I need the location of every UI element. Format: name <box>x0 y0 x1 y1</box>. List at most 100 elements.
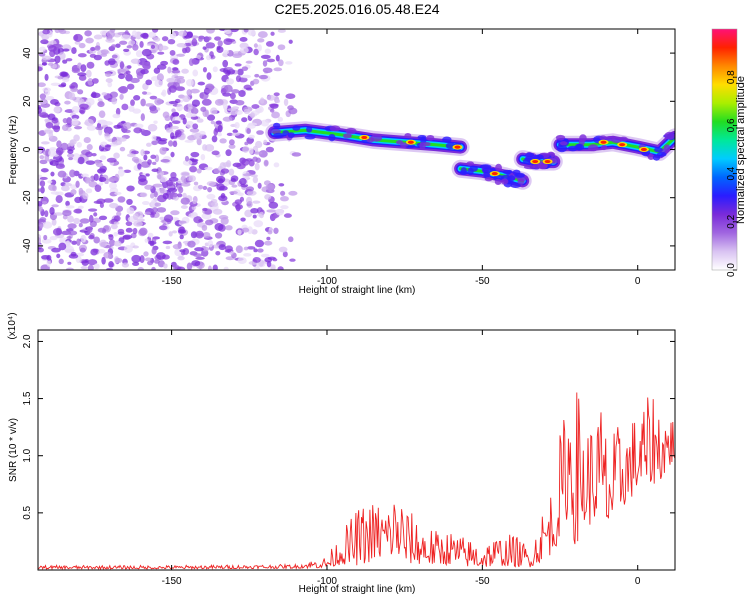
noise-cell <box>252 200 261 204</box>
noise-cell <box>83 136 91 144</box>
noise-cell <box>86 69 92 78</box>
noise-cell <box>80 235 86 242</box>
noise-cell <box>124 30 129 36</box>
noise-cell <box>156 64 167 70</box>
noise-cell <box>254 73 260 78</box>
noise-cell <box>153 120 158 124</box>
ridge-blob <box>525 152 535 158</box>
noise-cell <box>66 117 73 125</box>
noise-cell <box>107 81 113 88</box>
noise-cell <box>152 29 159 33</box>
noise-cell <box>39 159 48 165</box>
noise-cell <box>271 111 280 119</box>
noise-cell <box>206 72 212 80</box>
noise-cell <box>193 132 203 140</box>
noise-cell <box>79 103 89 110</box>
figure-title: C2E5.2025.016.05.48.E24 <box>274 1 439 17</box>
noise-cell <box>86 144 93 151</box>
noise-cell <box>255 140 263 149</box>
noise-cell <box>60 82 67 87</box>
ridge-blob <box>502 169 512 175</box>
noise-cell <box>162 240 173 245</box>
noise-cell <box>93 263 100 270</box>
noise-cell <box>50 191 60 195</box>
ridge-peak <box>361 135 368 140</box>
noise-cell <box>191 99 201 107</box>
noise-cell <box>97 101 105 108</box>
noise-cell <box>257 31 268 39</box>
noise-cell <box>263 139 268 145</box>
noise-cell <box>100 53 108 57</box>
noise-cell <box>108 182 118 190</box>
noise-cell <box>176 43 187 48</box>
noise-cell <box>68 230 78 236</box>
noise-cell <box>172 58 180 65</box>
noise-cell <box>231 89 240 94</box>
noise-cell <box>113 124 122 129</box>
noise-cell <box>53 124 61 133</box>
noise-cell <box>137 163 142 170</box>
noise-cell <box>181 182 191 187</box>
noise-cell <box>257 248 264 253</box>
ridge-blob <box>510 183 521 188</box>
noise-cell <box>147 123 158 132</box>
noise-cell <box>212 66 218 73</box>
noise-cell <box>269 108 275 113</box>
noise-cell <box>250 207 259 214</box>
ridge-blob <box>656 151 667 157</box>
noise-cell <box>238 90 246 98</box>
noise-cell <box>257 38 265 43</box>
noise-cell <box>202 231 211 239</box>
noise-cell <box>207 114 216 121</box>
noise-cell <box>241 227 250 233</box>
noise-cell <box>112 113 121 119</box>
noise-cell <box>278 246 288 253</box>
noise-cell <box>58 258 64 265</box>
noise-cell <box>38 82 46 88</box>
noise-cell <box>86 61 95 69</box>
noise-cell <box>237 68 244 76</box>
snr-frame <box>37 329 676 571</box>
noise-cell <box>172 243 182 250</box>
noise-cell <box>252 256 261 263</box>
snr-x-axis: -150 -100 -50 0 <box>162 330 641 587</box>
noise-cell <box>78 222 83 228</box>
noise-cell <box>93 236 100 244</box>
noise-cell <box>95 126 104 131</box>
ridge-blob <box>559 141 568 146</box>
noise-cell <box>91 153 97 157</box>
heatmap-y-tick-label: 0 <box>22 146 33 152</box>
heatmap-x-axis: -150 -100 -50 0 <box>162 29 641 287</box>
noise-cell <box>115 107 121 116</box>
noise-cell <box>41 238 52 244</box>
noise-cell <box>182 192 187 199</box>
noise-cell <box>222 103 228 110</box>
noise-cell <box>43 234 48 241</box>
noise-cell <box>254 162 260 171</box>
ridge-blob <box>479 164 492 169</box>
noise-cell <box>235 245 243 254</box>
noise-cell <box>88 181 98 188</box>
noise-cell <box>103 251 112 259</box>
noise-cell <box>88 235 95 240</box>
noise-cell <box>115 43 121 48</box>
noise-cell <box>133 220 143 227</box>
noise-cell <box>154 79 163 88</box>
noise-cell <box>186 79 194 87</box>
noise-cell <box>156 252 166 260</box>
noise-cell <box>71 114 80 120</box>
noise-cell <box>65 267 74 270</box>
noise-cell <box>119 61 125 70</box>
noise-cell <box>47 113 56 121</box>
noise-cell <box>98 215 108 221</box>
noise-cell <box>188 58 195 66</box>
noise-cell <box>111 54 118 59</box>
noise-cell <box>266 236 271 241</box>
noise-cell <box>212 264 218 270</box>
noise-cell <box>45 95 55 101</box>
noise-cell <box>288 190 298 196</box>
noise-cell <box>207 36 212 41</box>
noise-cell <box>246 127 251 135</box>
noise-cell <box>117 231 125 235</box>
